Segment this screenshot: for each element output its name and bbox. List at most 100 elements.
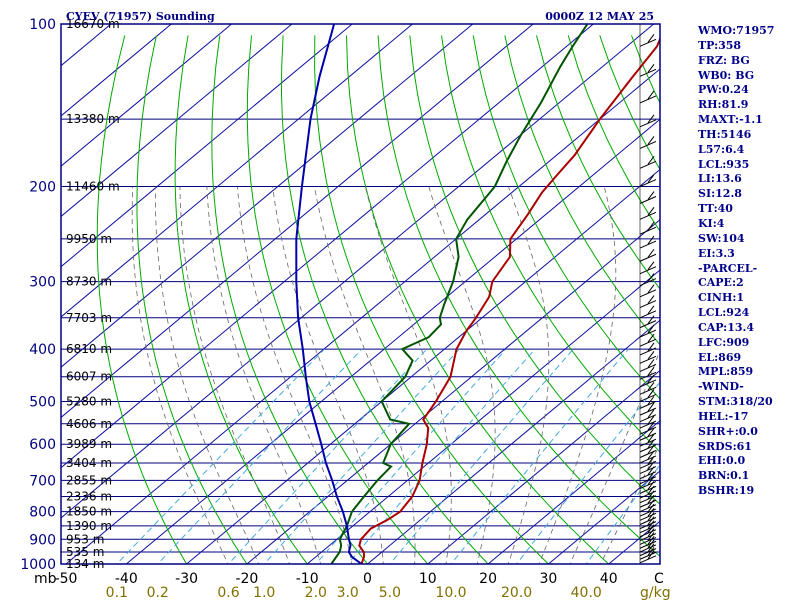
wind-barb bbox=[647, 421, 655, 431]
wind-barb bbox=[639, 508, 657, 517]
wind-barb bbox=[639, 499, 657, 508]
dry-adiabat-line bbox=[136, 35, 248, 564]
pressure-tick-label: 200 bbox=[29, 180, 56, 196]
height-label: 134 m bbox=[66, 557, 104, 571]
height-label: 7703 m bbox=[66, 311, 112, 325]
isotherm-line bbox=[61, 24, 594, 469]
wind-barb bbox=[647, 305, 655, 315]
stat-item: LFC:909 bbox=[698, 335, 750, 349]
temperature-line bbox=[358, 36, 660, 564]
wind-barbs bbox=[639, 24, 657, 564]
wind-barb bbox=[647, 532, 655, 541]
wind-barb bbox=[647, 524, 655, 533]
temperature-tick-label: -50 bbox=[55, 571, 78, 587]
moist-adiabat-line bbox=[365, 186, 452, 564]
wind-barb bbox=[647, 273, 655, 282]
dry-adiabat-line bbox=[472, 35, 660, 400]
height-label: 6007 m bbox=[66, 370, 112, 384]
dry-adiabat-line bbox=[280, 35, 489, 564]
wind-barb bbox=[647, 396, 655, 405]
wind-barb bbox=[647, 235, 655, 245]
dry-adiabat-line bbox=[211, 35, 369, 564]
wind-barb bbox=[647, 543, 655, 552]
mixing-ratio-line bbox=[347, 348, 536, 564]
stat-item: LI:13.6 bbox=[698, 172, 742, 186]
stat-item: FRZ: BG bbox=[698, 53, 750, 67]
wind-barb bbox=[647, 456, 655, 465]
stats-panel: WMO:71957 TP:358 FRZ: BG WB0: BG PW:0.24 RH:8… bbox=[698, 24, 798, 499]
wind-barb bbox=[639, 310, 657, 319]
wind-barb bbox=[639, 544, 657, 553]
wind-barb bbox=[639, 551, 657, 560]
wind-barb bbox=[647, 221, 655, 231]
stat-item: TP:358 bbox=[698, 38, 742, 52]
height-label: 13380 m bbox=[66, 112, 120, 126]
mixing-ratio-line bbox=[227, 348, 428, 564]
wind-barb bbox=[639, 240, 657, 249]
wind-barb bbox=[639, 179, 657, 188]
wind-barb bbox=[647, 471, 655, 480]
temperature-unit-label: C bbox=[654, 571, 664, 587]
wind-barb bbox=[647, 342, 655, 352]
stat-item: LCL:924 bbox=[698, 306, 750, 320]
isotherm-line bbox=[548, 470, 660, 564]
wind-barb bbox=[647, 494, 655, 504]
pressure-tick-label: 300 bbox=[29, 275, 56, 291]
isotherm-line bbox=[487, 420, 660, 564]
wind-barb bbox=[639, 68, 657, 77]
temperature-tick-label: 10 bbox=[419, 571, 437, 587]
wind-barb bbox=[647, 516, 655, 525]
wind-barb bbox=[647, 351, 655, 360]
height-label: 2336 m bbox=[66, 490, 112, 504]
temperature-tick-label: 40 bbox=[600, 571, 618, 587]
pressure-tick-label: 400 bbox=[29, 342, 56, 358]
wind-barb bbox=[647, 374, 655, 384]
mixing-ratio-unit-label: g/kg bbox=[640, 585, 671, 600]
pressure-unit-label: mb bbox=[34, 571, 57, 587]
mixing-ratio-tick-label: 0.6 bbox=[217, 585, 239, 600]
pressure-tick-label: 800 bbox=[29, 505, 56, 521]
plot-frame bbox=[60, 23, 661, 565]
wind-barb bbox=[647, 174, 655, 183]
wind-barb bbox=[647, 427, 655, 437]
wind-barb bbox=[647, 461, 655, 470]
stat-item: SI:12.8 bbox=[698, 187, 742, 201]
pressure-tick-label: 700 bbox=[29, 473, 56, 489]
wind-barb bbox=[647, 90, 655, 100]
wind-barb bbox=[639, 211, 657, 220]
wind-barb bbox=[639, 512, 657, 521]
wind-barb bbox=[647, 155, 655, 165]
stat-item: MAXT:-1.1 bbox=[698, 113, 763, 127]
wind-barb bbox=[647, 295, 655, 304]
isotherm-line bbox=[367, 319, 660, 564]
moist-adiabat-line bbox=[131, 186, 229, 564]
stat-item: L57:6.4 bbox=[698, 142, 745, 156]
height-label: 16670 m bbox=[66, 17, 120, 31]
wind-barb bbox=[647, 333, 655, 343]
stat-item: KI:4 bbox=[698, 216, 725, 230]
temperature-tick-label: -20 bbox=[235, 571, 258, 587]
wind-barb bbox=[639, 119, 657, 128]
wind-barb bbox=[639, 300, 657, 308]
dry-adiabat-line bbox=[441, 35, 660, 453]
stat-item: CAP:13.4 bbox=[698, 320, 755, 334]
isotherm-line bbox=[246, 219, 660, 564]
wind-barb bbox=[647, 136, 655, 145]
stat-item: BRN:0.1 bbox=[698, 469, 750, 483]
wind-barb bbox=[639, 521, 657, 530]
height-label: 2855 m bbox=[66, 473, 112, 487]
pressure-tick-label: 900 bbox=[29, 532, 56, 548]
wind-barb bbox=[639, 517, 657, 525]
wind-barb bbox=[639, 414, 657, 423]
wind-barb bbox=[647, 499, 655, 508]
mixing-ratio-tick-label: 20.0 bbox=[501, 585, 532, 600]
wind-barb bbox=[639, 347, 657, 356]
wind-barb bbox=[647, 535, 655, 545]
wind-barb bbox=[647, 34, 655, 43]
wind-barb bbox=[639, 266, 657, 275]
stat-item: SW:104 bbox=[698, 231, 745, 245]
wind-barb bbox=[639, 548, 657, 557]
wind-barb bbox=[647, 520, 655, 529]
wind-barb bbox=[639, 420, 657, 429]
